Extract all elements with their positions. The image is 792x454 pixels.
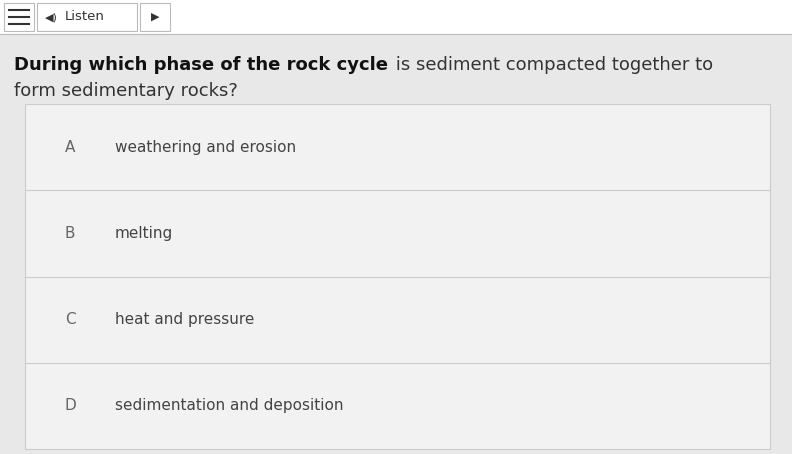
- FancyBboxPatch shape: [37, 3, 137, 31]
- Text: heat and pressure: heat and pressure: [115, 312, 254, 327]
- Text: C: C: [65, 312, 75, 327]
- Text: D: D: [65, 398, 77, 414]
- FancyBboxPatch shape: [4, 3, 34, 31]
- Text: is sediment compacted together to: is sediment compacted together to: [390, 56, 713, 74]
- Text: A: A: [65, 140, 75, 155]
- Text: form sedimentary rocks?: form sedimentary rocks?: [14, 82, 238, 100]
- Text: ▶: ▶: [150, 12, 159, 22]
- FancyBboxPatch shape: [0, 0, 792, 34]
- Text: melting: melting: [115, 226, 173, 241]
- Text: Listen: Listen: [65, 10, 105, 24]
- FancyBboxPatch shape: [140, 3, 170, 31]
- Text: During which phase of the rock cycle: During which phase of the rock cycle: [14, 56, 388, 74]
- Text: sedimentation and deposition: sedimentation and deposition: [115, 398, 344, 414]
- FancyBboxPatch shape: [25, 104, 770, 449]
- Text: B: B: [65, 226, 75, 241]
- Text: ◀): ◀): [45, 12, 58, 22]
- Text: weathering and erosion: weathering and erosion: [115, 140, 296, 155]
